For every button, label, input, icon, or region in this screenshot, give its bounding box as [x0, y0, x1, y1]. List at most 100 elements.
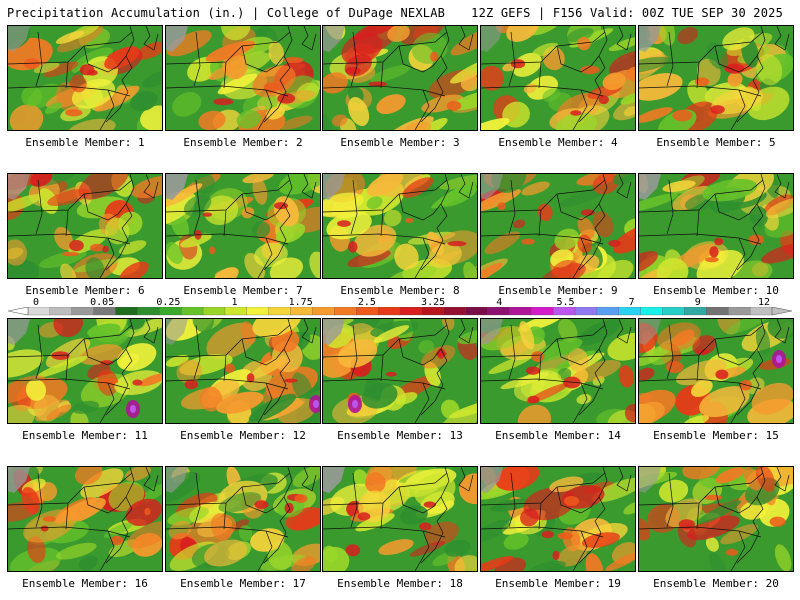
- scale-swatch: [465, 307, 488, 316]
- scale-tick-label: 2.5: [357, 297, 376, 308]
- precip-map-frame: [480, 173, 636, 279]
- ensemble-panel: Ensemble Member: 4: [480, 25, 636, 149]
- scale-tick-label: 0: [32, 297, 40, 308]
- ensemble-panel: Ensemble Member: 5: [638, 25, 794, 149]
- member-label: Ensemble Member: 2: [183, 136, 303, 149]
- scale-swatch: [93, 307, 116, 316]
- precip-map-frame: [165, 173, 321, 279]
- precip-map: [166, 467, 320, 571]
- precip-map: [639, 174, 793, 278]
- precip-map: [166, 174, 320, 278]
- ensemble-panel: Ensemble Member: 9: [480, 173, 636, 297]
- precip-color-scale: 0 0.05 0.25 1 1.75 2.5 3.25 4 5.5 7 9 12: [8, 297, 792, 317]
- member-label: Ensemble Member: 4: [498, 136, 618, 149]
- precip-map-frame: [322, 318, 478, 424]
- precip-map: [8, 26, 162, 130]
- precip-map-frame: [480, 318, 636, 424]
- scale-swatch: [618, 307, 642, 316]
- scale-swatch: [71, 307, 95, 316]
- scale-swatch: [749, 307, 773, 316]
- scale-tick-label: 4: [496, 297, 503, 308]
- member-label: Ensemble Member: 12: [180, 429, 306, 442]
- precip-map-frame: [638, 25, 794, 131]
- scale-swatch: [553, 307, 576, 316]
- ensemble-panel: Ensemble Member: 6: [7, 173, 163, 297]
- precip-map: [166, 26, 320, 130]
- precip-map: [323, 319, 477, 423]
- precip-map: [323, 467, 477, 571]
- member-label: Ensemble Member: 6: [25, 284, 145, 297]
- precip-map-frame: [638, 173, 794, 279]
- member-label: Ensemble Member: 15: [653, 429, 779, 442]
- precip-map-frame: [638, 466, 794, 572]
- member-label: Ensemble Member: 13: [337, 429, 463, 442]
- precip-map: [481, 467, 635, 571]
- scale-swatch: [202, 307, 226, 316]
- member-label: Ensemble Member: 14: [495, 429, 621, 442]
- precip-map: [323, 26, 477, 130]
- ensemble-panel: Ensemble Member: 20: [638, 466, 794, 590]
- run-info: 12Z GEFS | F156 Valid: 00Z TUE SEP 30 20…: [471, 6, 783, 20]
- scale-swatch: [268, 307, 292, 316]
- scale-swatch: [574, 307, 598, 316]
- scale-swatch: [509, 307, 532, 316]
- precip-map: [639, 467, 793, 571]
- scale-tick-label: 9: [694, 297, 701, 308]
- scale-swatch: [684, 307, 707, 316]
- ensemble-panel: Ensemble Member: 11: [7, 318, 163, 442]
- scale-left-arrow: [8, 307, 29, 316]
- precip-map-frame: [322, 466, 478, 572]
- scale-tick-label: 1.75: [288, 297, 313, 308]
- precip-map-frame: [165, 466, 321, 572]
- precip-map-frame: [322, 25, 478, 131]
- precip-map-frame: [7, 466, 163, 572]
- member-label: Ensemble Member: 17: [180, 577, 306, 590]
- precip-map: [166, 319, 320, 423]
- scale-swatch: [443, 307, 467, 316]
- ensemble-panel: Ensemble Member: 14: [480, 318, 636, 442]
- scale-tick-label: 0.25: [156, 297, 181, 308]
- precip-map-frame: [7, 25, 163, 131]
- precip-map-frame: [638, 318, 794, 424]
- ensemble-panel: Ensemble Member: 15: [638, 318, 794, 442]
- scale-swatch: [334, 307, 357, 316]
- scale-swatch: [159, 307, 182, 316]
- ensemble-panel: Ensemble Member: 13: [322, 318, 478, 442]
- member-label: Ensemble Member: 5: [656, 136, 776, 149]
- scale-tick-label: 3.25: [421, 297, 446, 308]
- precip-map-frame: [165, 25, 321, 131]
- ensemble-panel: Ensemble Member: 1: [7, 25, 163, 149]
- member-label: Ensemble Member: 1: [25, 136, 145, 149]
- scale-right-arrow: [771, 307, 792, 316]
- scale-swatch: [224, 307, 248, 316]
- ensemble-panel: Ensemble Member: 17: [165, 466, 321, 590]
- precip-map: [323, 174, 477, 278]
- ensemble-panel: Ensemble Member: 16: [7, 466, 163, 590]
- precip-map: [481, 174, 635, 278]
- scale-tick-label: 7: [628, 297, 635, 308]
- precip-map-frame: [322, 173, 478, 279]
- scale-swatch: [662, 307, 685, 316]
- scale-tick-label: 1: [231, 297, 238, 308]
- precip-map: [8, 319, 162, 423]
- precip-map: [481, 26, 635, 130]
- scale-tick-label: 0.05: [90, 297, 115, 308]
- ensemble-panel: Ensemble Member: 10: [638, 173, 794, 297]
- precip-map: [8, 174, 162, 278]
- scale-swatch: [181, 307, 204, 316]
- ensemble-panel: Ensemble Member: 8: [322, 173, 478, 297]
- precip-map-frame: [7, 173, 163, 279]
- scale-swatch: [596, 307, 620, 316]
- precip-map-frame: [480, 466, 636, 572]
- scale-swatch: [487, 307, 510, 316]
- scale-swatch: [640, 307, 664, 316]
- scale-swatch: [377, 307, 401, 316]
- ensemble-panel: Ensemble Member: 7: [165, 173, 321, 297]
- precip-map-frame: [7, 318, 163, 424]
- scale-swatch: [49, 307, 73, 316]
- ensemble-panel: Ensemble Member: 19: [480, 466, 636, 590]
- scale-swatch: [356, 307, 379, 316]
- scale-swatch: [137, 307, 160, 316]
- precip-map: [8, 467, 162, 571]
